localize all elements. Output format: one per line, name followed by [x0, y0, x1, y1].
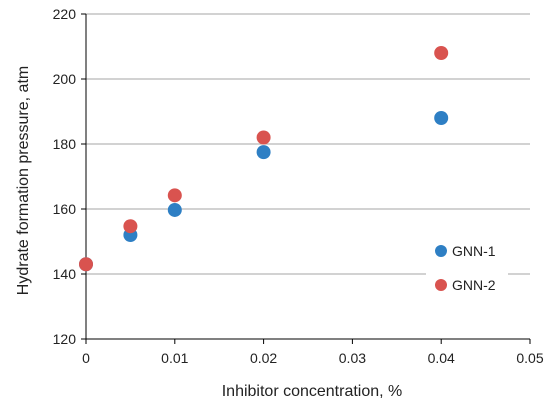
y-axis-title: Hydrate formation pressure, atm: [15, 66, 32, 295]
data-point: [434, 46, 449, 60]
data-point: [79, 257, 93, 272]
legend-label: GNN-1: [452, 243, 496, 259]
y-tick-label: 220: [53, 6, 77, 22]
x-axis-title: Inhibitor concentration, %: [222, 383, 403, 400]
legend-marker: [435, 245, 447, 257]
y-tick-label: 200: [53, 71, 77, 87]
legend-marker: [435, 279, 447, 291]
data-point: [123, 219, 138, 234]
legend-label: GNN-2: [452, 277, 496, 293]
data-point: [434, 111, 449, 125]
x-tick-label: 0.04: [428, 350, 455, 366]
grid-layer: [86, 13, 530, 275]
x-tick-label: 0.02: [250, 350, 277, 366]
data-point: [167, 188, 182, 203]
x-tick-label: 0.03: [339, 350, 366, 366]
y-tick-label: 160: [53, 201, 77, 217]
data-point: [256, 130, 271, 145]
data-point: [256, 145, 271, 160]
legend: GNN-1 GNN-2: [426, 236, 508, 300]
point-layer: [79, 46, 449, 272]
y-tick-label: 120: [53, 331, 77, 347]
tick-layer: 120 140 160 180 200 220 0 0.01 0.02 0.03 0.04 0.05: [53, 6, 544, 366]
x-tick-label: 0: [82, 350, 90, 366]
x-tick-label: 0.05: [516, 350, 543, 366]
data-point: [167, 202, 182, 217]
x-tick-label: 0.01: [161, 350, 188, 366]
axis-layer: [85, 14, 530, 340]
y-tick-label: 140: [53, 266, 77, 282]
y-tick-label: 180: [53, 136, 77, 152]
